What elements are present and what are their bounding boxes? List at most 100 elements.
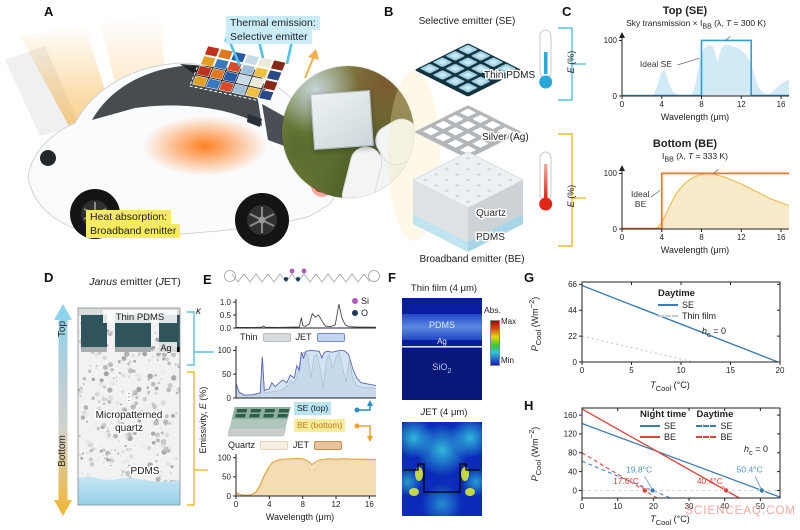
svg-text:100: 100 xyxy=(604,169,618,178)
svg-text:100: 100 xyxy=(218,453,232,462)
hot-thermometer-icon xyxy=(539,151,553,211)
svg-text:30: 30 xyxy=(685,502,694,511)
selective-emitter-title: Selective emitter (SE) xyxy=(418,16,516,27)
thin-jet-legend: Thin JET xyxy=(240,332,345,342)
svg-text:4: 4 xyxy=(660,100,665,109)
thermal-emission-line1: Thermal emission: xyxy=(226,16,320,31)
panel-f-label: F xyxy=(388,270,396,285)
se-up-arrow-icon xyxy=(354,400,373,413)
top-bottom-arrow-icon xyxy=(54,304,72,516)
svg-text:8: 8 xyxy=(300,500,305,509)
thermal-emission-callout: Thermal emission: Selective emitter xyxy=(226,16,320,45)
o-atom-icon xyxy=(352,310,358,316)
thin-legend-label: Thin xyxy=(240,332,258,342)
svg-text:0: 0 xyxy=(620,233,625,242)
svg-text:160: 160 xyxy=(564,411,578,420)
jet2-swatch xyxy=(314,440,343,450)
g-legend: Daytime SE Thin film xyxy=(658,288,716,322)
panel-e-label: E xyxy=(203,272,212,287)
svg-text:0: 0 xyxy=(573,358,578,367)
jet-chip-schematic xyxy=(228,407,291,437)
g-se-label: SE xyxy=(682,300,695,310)
bottom-arrow-label: Bottom xyxy=(57,435,68,467)
c-bottom-ylabel: E (%) xyxy=(566,184,576,208)
se-bracket xyxy=(187,311,214,366)
panel-c-label: C xyxy=(562,4,572,19)
heat-absorption-line1: Heat absorption: xyxy=(86,210,172,225)
g-ylabel: PCool (Wm−2) xyxy=(527,296,543,352)
svg-text:Ideal SE: Ideal SE xyxy=(640,59,672,69)
se-top-tag: SE (top) xyxy=(294,402,332,415)
svg-text:120: 120 xyxy=(564,430,578,439)
h-day-title: Daytime xyxy=(696,409,734,420)
h-night-se-label: SE xyxy=(664,421,677,431)
f-pdms-label: PDMS xyxy=(428,320,455,330)
pdms-molecule-sketch xyxy=(224,268,380,283)
jet-legend-label: JET xyxy=(295,332,312,342)
o-legend-label: O xyxy=(361,308,369,318)
svg-text:50: 50 xyxy=(222,473,231,482)
atom-legend: Si O xyxy=(352,296,369,318)
svg-text:4: 4 xyxy=(267,500,272,509)
top-arrow-label: Top xyxy=(57,320,68,338)
svg-text:4: 4 xyxy=(660,233,665,242)
broadband-emitter-title: Broadband emitter (BE) xyxy=(419,254,525,265)
svg-text:0.0: 0.0 xyxy=(220,324,232,333)
janus-emitter-title: Janus emitter (JET) xyxy=(89,276,181,288)
svg-text:50.4°C: 50.4°C xyxy=(737,465,763,475)
svg-text:0: 0 xyxy=(234,500,239,509)
c-bottom-xlabel: Wavelength (μm) xyxy=(660,245,730,255)
heat-arrows-icon xyxy=(304,49,319,79)
panel-d-label: D xyxy=(44,270,54,285)
svg-text:17.6°C: 17.6°C xyxy=(613,476,639,486)
svg-text:0: 0 xyxy=(227,394,232,402)
se-line-swatch xyxy=(658,304,678,306)
absorption-colorbar xyxy=(490,320,500,366)
jet-swatch xyxy=(316,332,345,342)
chart-extinction-coefficient: 0.0 0.5 1.0 xyxy=(220,298,377,333)
svg-text:8: 8 xyxy=(699,233,704,242)
si-legend-label: Si xyxy=(361,296,370,306)
cold-thermometer-icon xyxy=(539,29,553,89)
se-be-direction-arrows xyxy=(354,400,373,442)
si-atom-icon xyxy=(352,298,358,304)
rear-wheel xyxy=(235,193,289,247)
be-bottom-tag: BE (bottom) xyxy=(294,419,346,432)
svg-text:1.0: 1.0 xyxy=(220,298,232,307)
jet-sim-title: JET (4 μm) xyxy=(420,407,468,418)
heat-absorption-callout: Heat absorption: Broadband emitter xyxy=(86,210,181,239)
d-pdms-label: PDMS xyxy=(131,466,160,477)
f-ag-label: Ag xyxy=(437,337,447,346)
svg-text:0.5: 0.5 xyxy=(220,311,232,320)
gray-beam xyxy=(5,46,80,136)
thermal-emission-line2: Selective emitter xyxy=(226,30,312,45)
svg-text:40.4°C: 40.4°C xyxy=(697,476,723,486)
d-micropatterned-label: Micropatterned xyxy=(96,410,163,421)
svg-text:50: 50 xyxy=(222,370,231,379)
svg-text:80: 80 xyxy=(568,449,577,458)
svg-text:40: 40 xyxy=(568,467,577,476)
h-legend-night-column: Night time SE BE xyxy=(640,409,686,443)
h-xlabel: TCool (°C) xyxy=(650,514,690,527)
h-legend: Night time SE BE Daytime SE BE xyxy=(640,409,733,443)
svg-text:66: 66 xyxy=(568,280,577,289)
g-legend-title: Daytime xyxy=(658,288,695,299)
bottom-be-title: Bottom (BE) xyxy=(652,138,718,150)
svg-text:100: 100 xyxy=(218,346,232,355)
quartz-jet-legend: Quartz JET xyxy=(228,440,343,450)
d-ag-label: Ag xyxy=(160,343,171,353)
g-thin-film-label: Thin film xyxy=(682,311,717,321)
d-thin-pdms-label: Thin PDMS xyxy=(116,312,165,323)
chart-top-emissivity: 0 50 100 xyxy=(218,346,377,402)
svg-text:15: 15 xyxy=(726,366,735,375)
pdms-label: PDMS xyxy=(476,232,505,243)
micropattern-outline xyxy=(404,463,480,493)
svg-text:0: 0 xyxy=(580,502,585,511)
e-xlabel: Wavelength (μm) xyxy=(265,512,335,522)
orange-beam-left xyxy=(20,24,112,128)
svg-text:16: 16 xyxy=(365,500,374,509)
svg-text:100: 100 xyxy=(604,36,618,45)
roof-emitter-panel xyxy=(189,43,290,105)
silver-mesh-layer xyxy=(415,105,521,159)
